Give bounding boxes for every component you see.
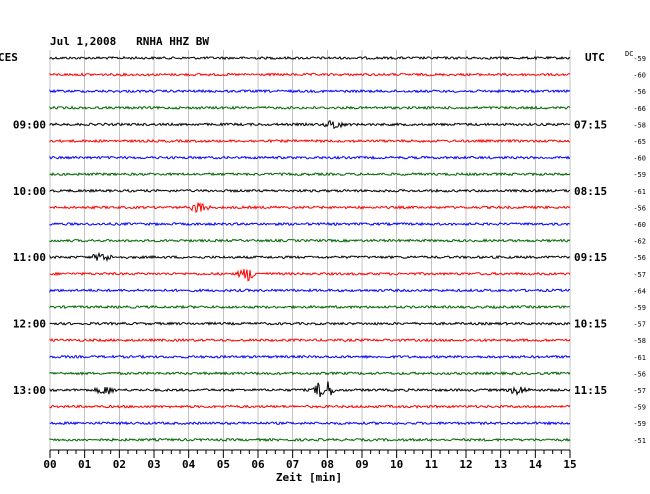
x-tick-label-10: 10 bbox=[390, 458, 403, 471]
trace-20 bbox=[49, 381, 571, 398]
trace-23 bbox=[49, 437, 571, 443]
dc-value-23: -51 bbox=[633, 437, 646, 445]
x-axis: 00 01 02 03 04 05 06 07 08 09 10 11 12 13 14 15 bbox=[43, 449, 577, 471]
dc-value-12: -56 bbox=[633, 254, 646, 262]
trace-5 bbox=[49, 138, 570, 144]
dc-value-5: -65 bbox=[633, 138, 646, 146]
trace-7 bbox=[49, 171, 571, 177]
left-hour-label-3: 12:00 bbox=[13, 318, 46, 331]
right-hour-label-0: 07:15 bbox=[574, 118, 607, 131]
trace-6 bbox=[49, 155, 571, 160]
left-hour-labels: 09:00 10:00 11:00 12:00 13:00 bbox=[13, 118, 46, 397]
dc-value-10: -60 bbox=[633, 221, 646, 229]
dc-value-11: -62 bbox=[633, 238, 646, 246]
dc-value-4: -58 bbox=[633, 121, 646, 129]
dc-label: DC bbox=[625, 50, 633, 58]
trace-4 bbox=[49, 120, 571, 130]
x-tick-label-8: 08 bbox=[321, 458, 334, 471]
trace-21 bbox=[49, 404, 571, 409]
x-tick-label-3: 03 bbox=[147, 458, 160, 471]
dc-value-16: -57 bbox=[633, 321, 646, 329]
dc-value-7: -59 bbox=[633, 171, 646, 179]
x-tick-label-14: 14 bbox=[529, 458, 543, 471]
left-hour-label-0: 09:00 bbox=[13, 118, 46, 131]
trace-0 bbox=[49, 55, 571, 61]
x-tick-label-7: 07 bbox=[286, 458, 299, 471]
trace-16 bbox=[49, 321, 571, 326]
dc-values: -59 -60 -56 -66 -58 -65 -60 -59 -61 -56 -60 -62 -56 -… bbox=[633, 55, 646, 445]
trace-13 bbox=[49, 268, 571, 282]
dc-value-8: -61 bbox=[633, 188, 646, 196]
x-tick-label-11: 11 bbox=[425, 458, 439, 471]
dc-value-20: -57 bbox=[633, 387, 646, 395]
trace-8 bbox=[49, 188, 571, 194]
x-tick-label-9: 09 bbox=[355, 458, 368, 471]
left-hour-label-1: 10:00 bbox=[13, 185, 46, 198]
trace-18 bbox=[49, 354, 571, 360]
dc-value-17: -58 bbox=[633, 337, 646, 345]
x-tick-label-5: 05 bbox=[217, 458, 230, 471]
right-hour-label-4: 11:15 bbox=[574, 384, 607, 397]
right-timezone-label: UTC bbox=[585, 51, 605, 64]
x-tick-label-13: 13 bbox=[494, 458, 507, 471]
right-hour-label-2: 09:15 bbox=[574, 251, 607, 264]
left-hour-label-4: 13:00 bbox=[13, 384, 46, 397]
trace-11 bbox=[49, 238, 571, 243]
trace-10 bbox=[49, 221, 570, 227]
dc-value-22: -59 bbox=[633, 420, 646, 428]
trace-2 bbox=[49, 88, 571, 94]
trace-17 bbox=[49, 337, 571, 343]
dc-value-3: -66 bbox=[633, 105, 646, 113]
trace-19 bbox=[49, 370, 571, 376]
trace-22 bbox=[49, 420, 571, 426]
trace-3 bbox=[49, 105, 571, 110]
trace-15 bbox=[49, 304, 571, 310]
x-tick-label-6: 06 bbox=[251, 458, 265, 471]
dc-value-18: -61 bbox=[633, 354, 646, 362]
right-hour-label-1: 08:15 bbox=[574, 185, 607, 198]
grid bbox=[49, 50, 571, 450]
chart-title: Jul 1,2008 RNHA HHZ BW bbox=[50, 35, 209, 48]
traces bbox=[49, 55, 571, 443]
x-tick-label-2: 02 bbox=[113, 458, 126, 471]
dc-value-0: -59 bbox=[633, 55, 646, 63]
trace-9 bbox=[49, 202, 571, 214]
trace-12 bbox=[49, 251, 571, 263]
dc-value-19: -56 bbox=[633, 370, 646, 378]
right-hour-label-3: 10:15 bbox=[574, 318, 607, 331]
x-tick-label-1: 01 bbox=[78, 458, 92, 471]
x-tick-label-4: 04 bbox=[182, 458, 196, 471]
x-axis-label: Zeit [min] bbox=[276, 471, 342, 484]
dc-value-9: -56 bbox=[633, 204, 646, 212]
trace-14 bbox=[49, 287, 571, 294]
dc-value-15: -59 bbox=[633, 304, 646, 312]
right-hour-labels: 07:15 08:15 09:15 10:15 11:15 bbox=[574, 118, 607, 397]
dc-value-6: -60 bbox=[633, 155, 646, 163]
x-tick-label-0: 00 bbox=[43, 458, 56, 471]
dc-value-14: -64 bbox=[633, 287, 646, 295]
left-hour-label-2: 11:00 bbox=[13, 251, 46, 264]
x-tick-label-12: 12 bbox=[459, 458, 472, 471]
dc-value-2: -56 bbox=[633, 88, 646, 96]
dc-value-13: -57 bbox=[633, 271, 646, 279]
left-timezone-label: CES bbox=[0, 51, 18, 64]
dc-value-1: -60 bbox=[633, 72, 646, 80]
dc-value-21: -59 bbox=[633, 404, 646, 412]
x-tick-label-15: 15 bbox=[563, 458, 576, 471]
trace-1 bbox=[49, 72, 571, 77]
